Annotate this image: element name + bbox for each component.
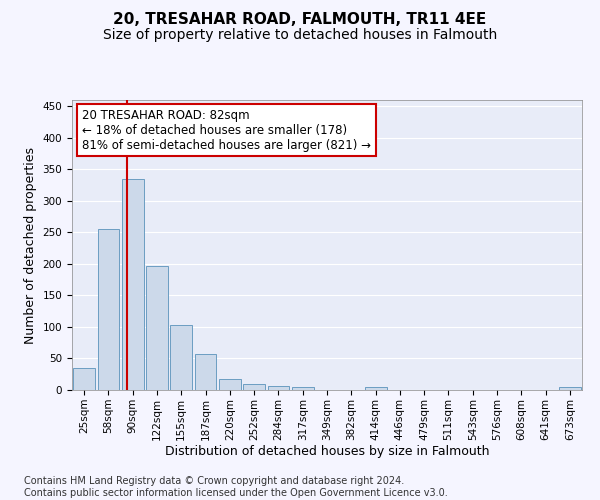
Bar — [219, 380, 241, 390]
Bar — [194, 354, 217, 390]
Y-axis label: Number of detached properties: Number of detached properties — [24, 146, 37, 344]
Text: 20, TRESAHAR ROAD, FALMOUTH, TR11 4EE: 20, TRESAHAR ROAD, FALMOUTH, TR11 4EE — [113, 12, 487, 28]
Bar — [170, 325, 192, 390]
Bar — [122, 179, 143, 390]
X-axis label: Distribution of detached houses by size in Falmouth: Distribution of detached houses by size … — [165, 446, 489, 458]
Bar — [268, 386, 289, 390]
Bar — [97, 229, 119, 390]
Bar — [365, 388, 386, 390]
Bar — [243, 384, 265, 390]
Bar — [73, 368, 95, 390]
Bar — [292, 387, 314, 390]
Text: Size of property relative to detached houses in Falmouth: Size of property relative to detached ho… — [103, 28, 497, 42]
Text: Contains HM Land Registry data © Crown copyright and database right 2024.
Contai: Contains HM Land Registry data © Crown c… — [24, 476, 448, 498]
Text: 20 TRESAHAR ROAD: 82sqm
← 18% of detached houses are smaller (178)
81% of semi-d: 20 TRESAHAR ROAD: 82sqm ← 18% of detache… — [82, 108, 371, 152]
Bar — [559, 388, 581, 390]
Bar — [146, 266, 168, 390]
